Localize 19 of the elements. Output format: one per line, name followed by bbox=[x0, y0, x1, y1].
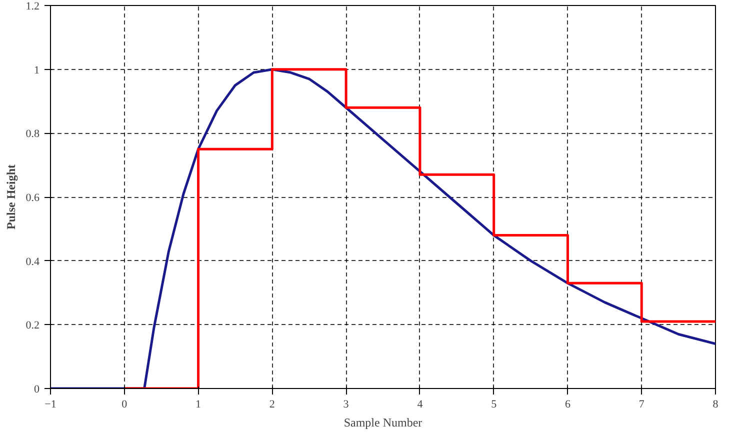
y-tick-label: 0 bbox=[34, 384, 40, 396]
y-tick-label: 1 bbox=[34, 64, 40, 76]
x-axis-title: Sample Number bbox=[344, 416, 422, 430]
y-axis-title: Pulse Height bbox=[4, 164, 18, 230]
x-tick-label: 5 bbox=[491, 398, 498, 410]
x-tick-label: 7 bbox=[638, 398, 645, 410]
x-tick-label: 6 bbox=[564, 398, 571, 410]
y-tick-label: 0.4 bbox=[26, 256, 40, 268]
x-tick-label: 1 bbox=[196, 398, 202, 410]
x-tick-label: 2 bbox=[269, 398, 275, 410]
y-tick-label: 0.2 bbox=[26, 320, 40, 332]
y-tick-label: 0.8 bbox=[26, 128, 40, 140]
x-tick-label: 3 bbox=[343, 398, 350, 410]
x-tick-label: 8 bbox=[712, 398, 719, 410]
y-tick-label: 1.2 bbox=[26, 0, 40, 12]
x-tick-label: 4 bbox=[417, 398, 424, 410]
x-tick-label: −1 bbox=[44, 398, 56, 410]
y-tick-label: 0.6 bbox=[26, 192, 40, 204]
x-tick-label: 0 bbox=[122, 398, 128, 410]
